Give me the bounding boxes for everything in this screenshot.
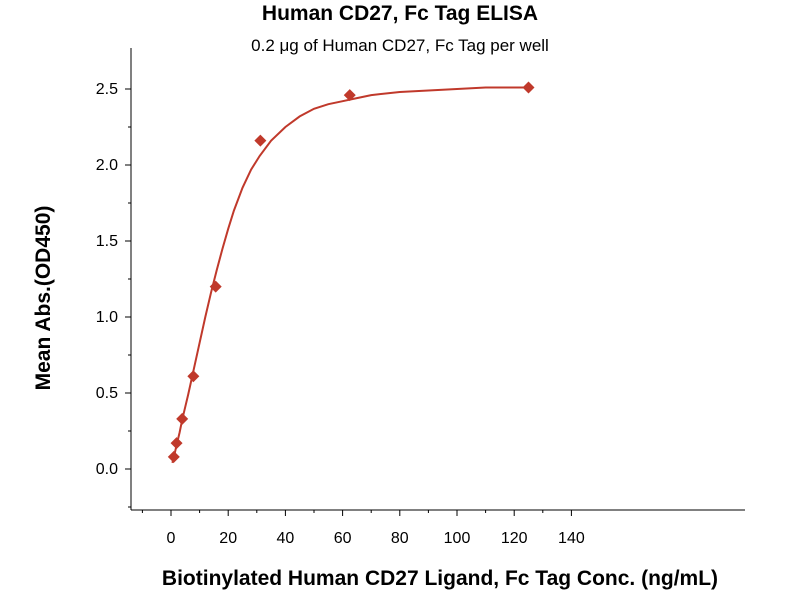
x-tick-label: 80 [391,530,409,547]
x-tick-label: 0 [167,530,176,547]
chart-title: Human CD27, Fc Tag ELISA [261,2,539,25]
x-tick-label: 100 [444,530,471,547]
data-point [343,89,356,102]
y-tick-label: 2.5 [96,81,118,98]
y-tick-label: 1.5 [96,233,118,250]
x-axis-label: Biotinylated Human CD27 Ligand, Fc Tag C… [161,567,719,590]
data-point [522,81,535,94]
data-points [167,81,535,463]
data-point [187,370,200,383]
data-point [167,450,180,463]
data-point [254,134,267,147]
x-tick-label: 60 [334,530,352,547]
y-ticks: 0.0 0.5 1.0 1.5 2.0 2.5 [96,81,131,508]
data-point [176,412,189,425]
x-tick-label: 20 [219,530,237,547]
x-tick-label: 140 [558,530,585,547]
y-tick-label: 1.0 [96,309,118,326]
data-point [170,437,183,450]
y-tick-label: 0.5 [96,385,118,402]
data-point [209,280,222,293]
y-tick-label: 2.0 [96,157,118,174]
x-tick-label: 40 [277,530,295,547]
x-ticks: 0 20 40 60 80 100 120 140 [141,510,585,547]
x-tick-label: 120 [501,530,528,547]
fit-curve [171,86,529,464]
y-tick-label: 0.0 [96,461,118,478]
chart-subtitle: 0.2 μg of Human CD27, Fc Tag per well [251,36,549,55]
